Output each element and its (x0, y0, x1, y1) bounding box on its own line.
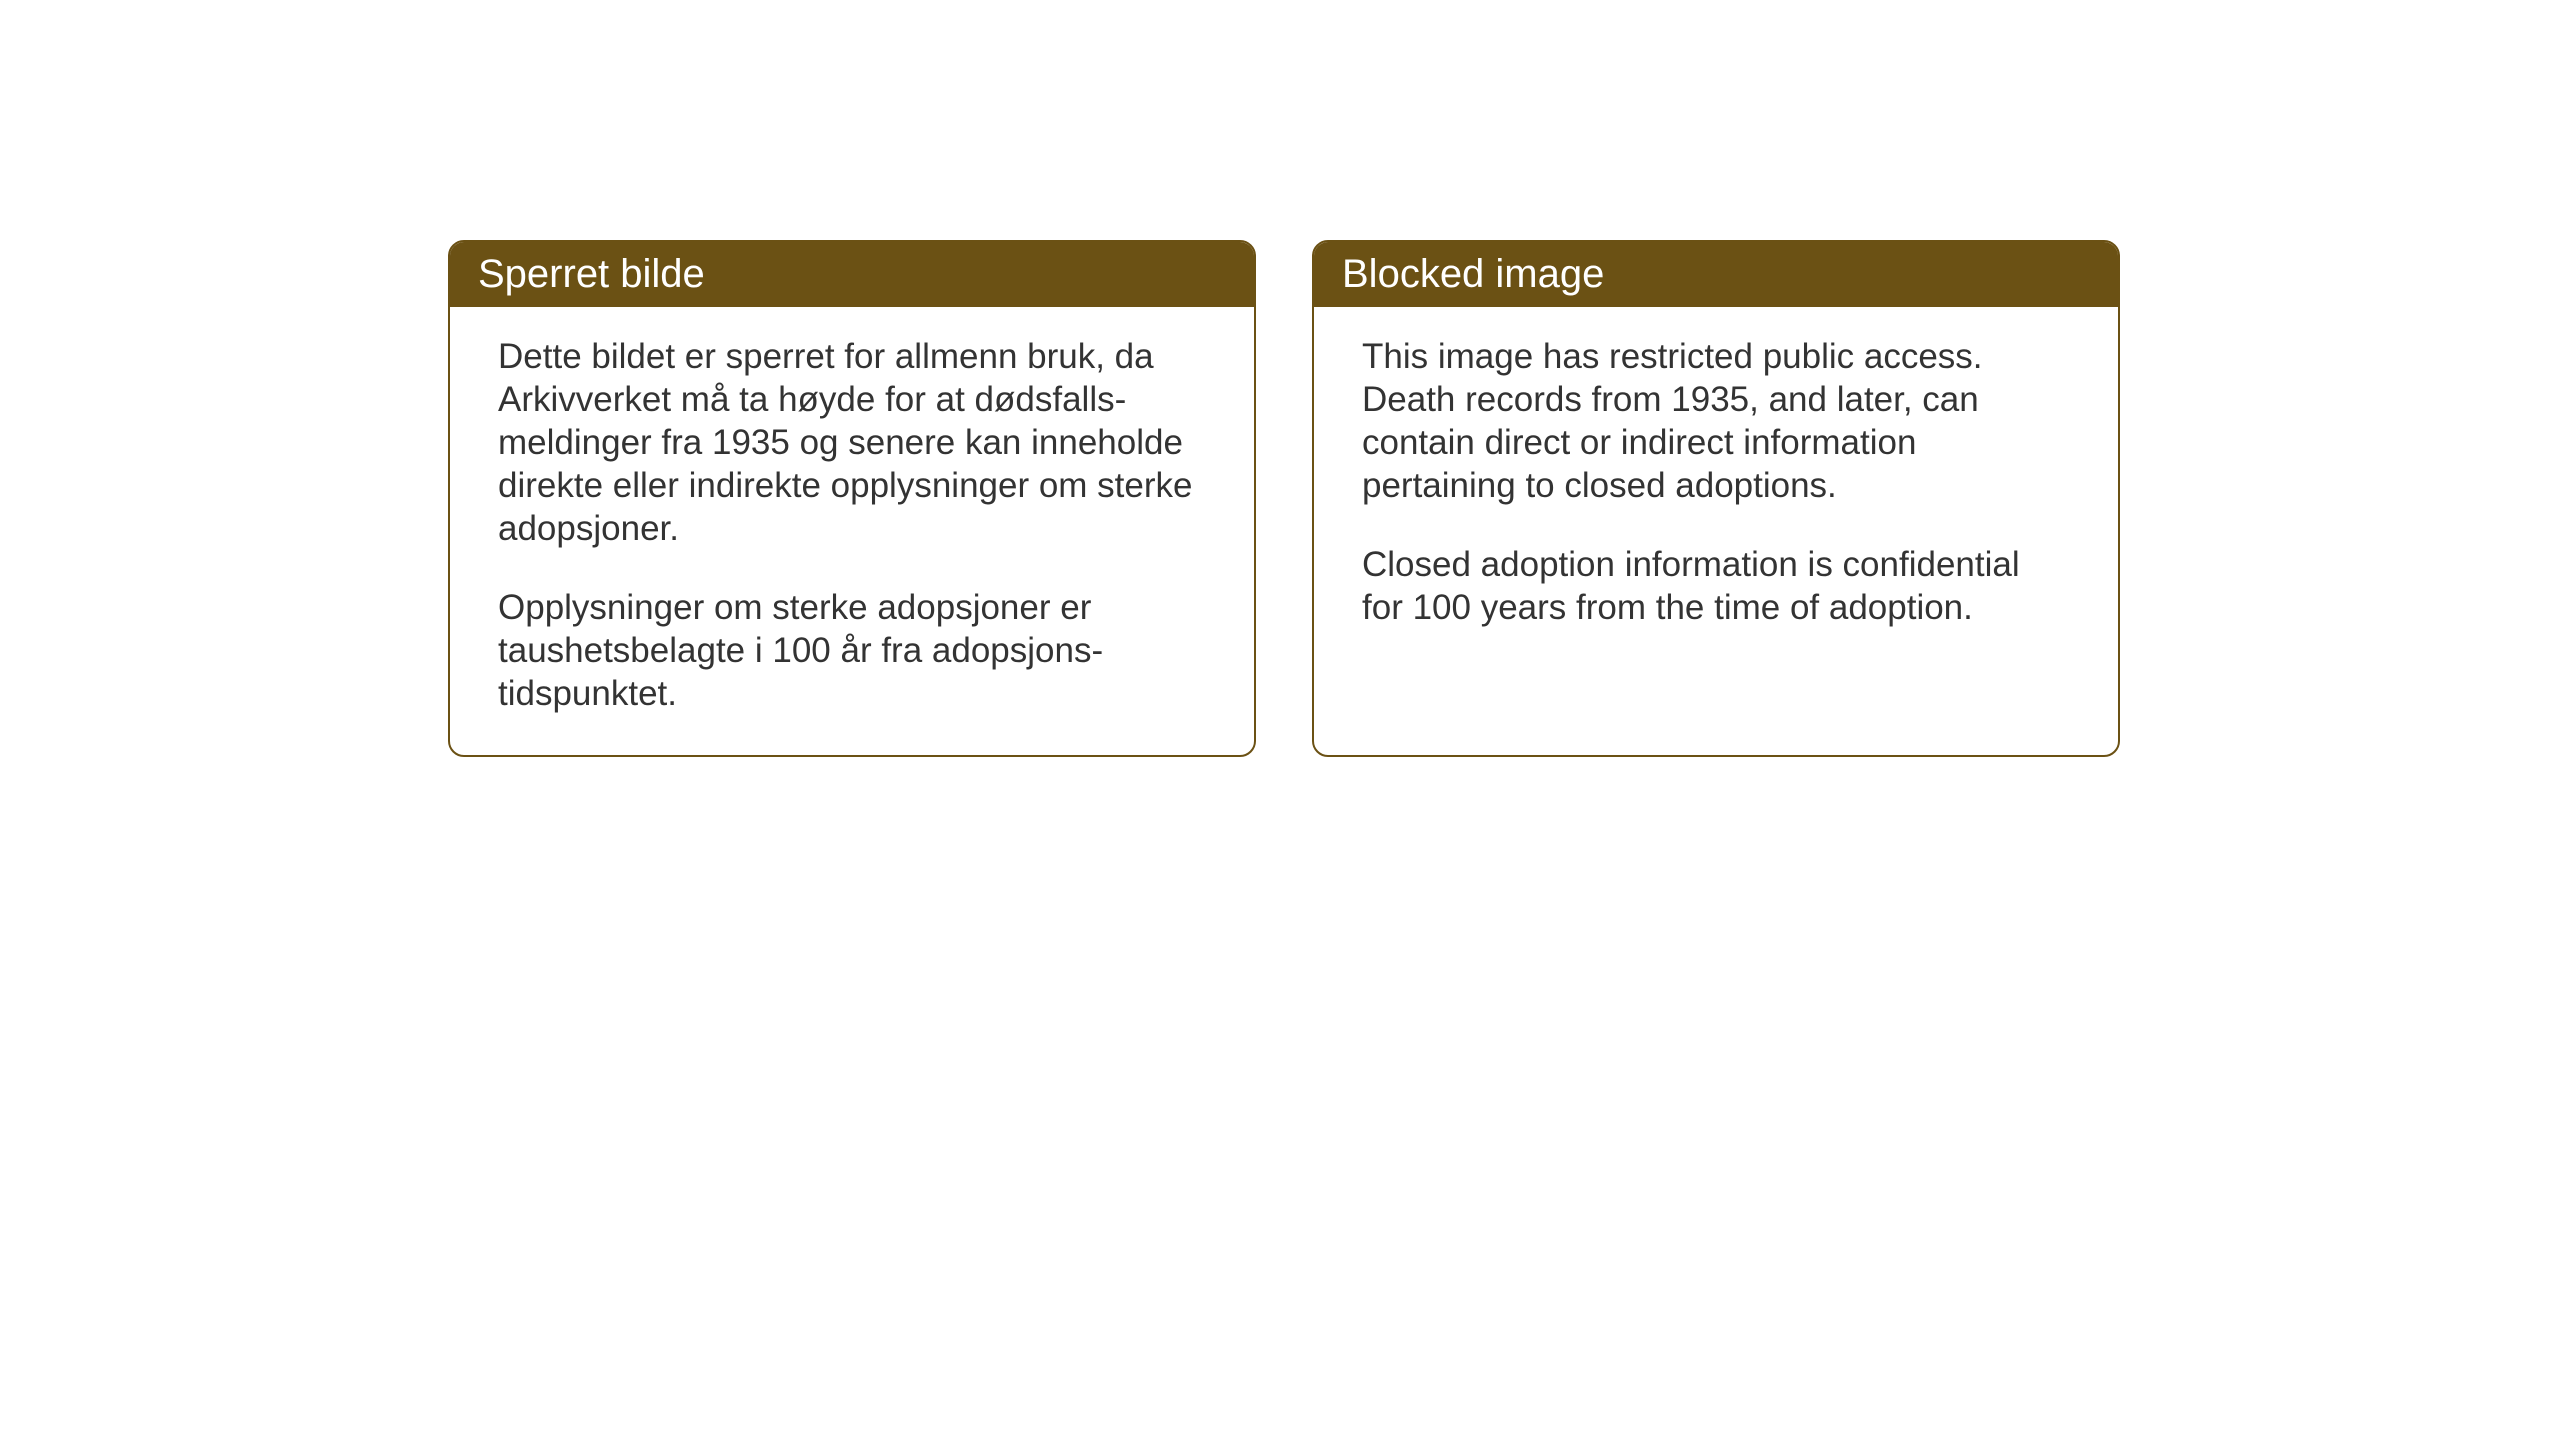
norwegian-paragraph-1: Dette bildet er sperret for allmenn bruk… (498, 335, 1206, 550)
norwegian-card-header: Sperret bilde (450, 242, 1254, 307)
norwegian-card-title: Sperret bilde (478, 252, 705, 296)
english-card-title: Blocked image (1342, 252, 1604, 296)
english-paragraph-2: Closed adoption information is confident… (1362, 543, 2070, 629)
norwegian-card: Sperret bilde Dette bildet er sperret fo… (448, 240, 1256, 757)
norwegian-paragraph-2: Opplysninger om sterke adopsjoner er tau… (498, 586, 1206, 715)
english-card: Blocked image This image has restricted … (1312, 240, 2120, 757)
cards-container: Sperret bilde Dette bildet er sperret fo… (448, 240, 2120, 757)
english-paragraph-1: This image has restricted public access.… (1362, 335, 2070, 507)
norwegian-card-body: Dette bildet er sperret for allmenn bruk… (450, 307, 1254, 755)
english-card-body: This image has restricted public access.… (1314, 307, 2118, 749)
english-card-header: Blocked image (1314, 242, 2118, 307)
